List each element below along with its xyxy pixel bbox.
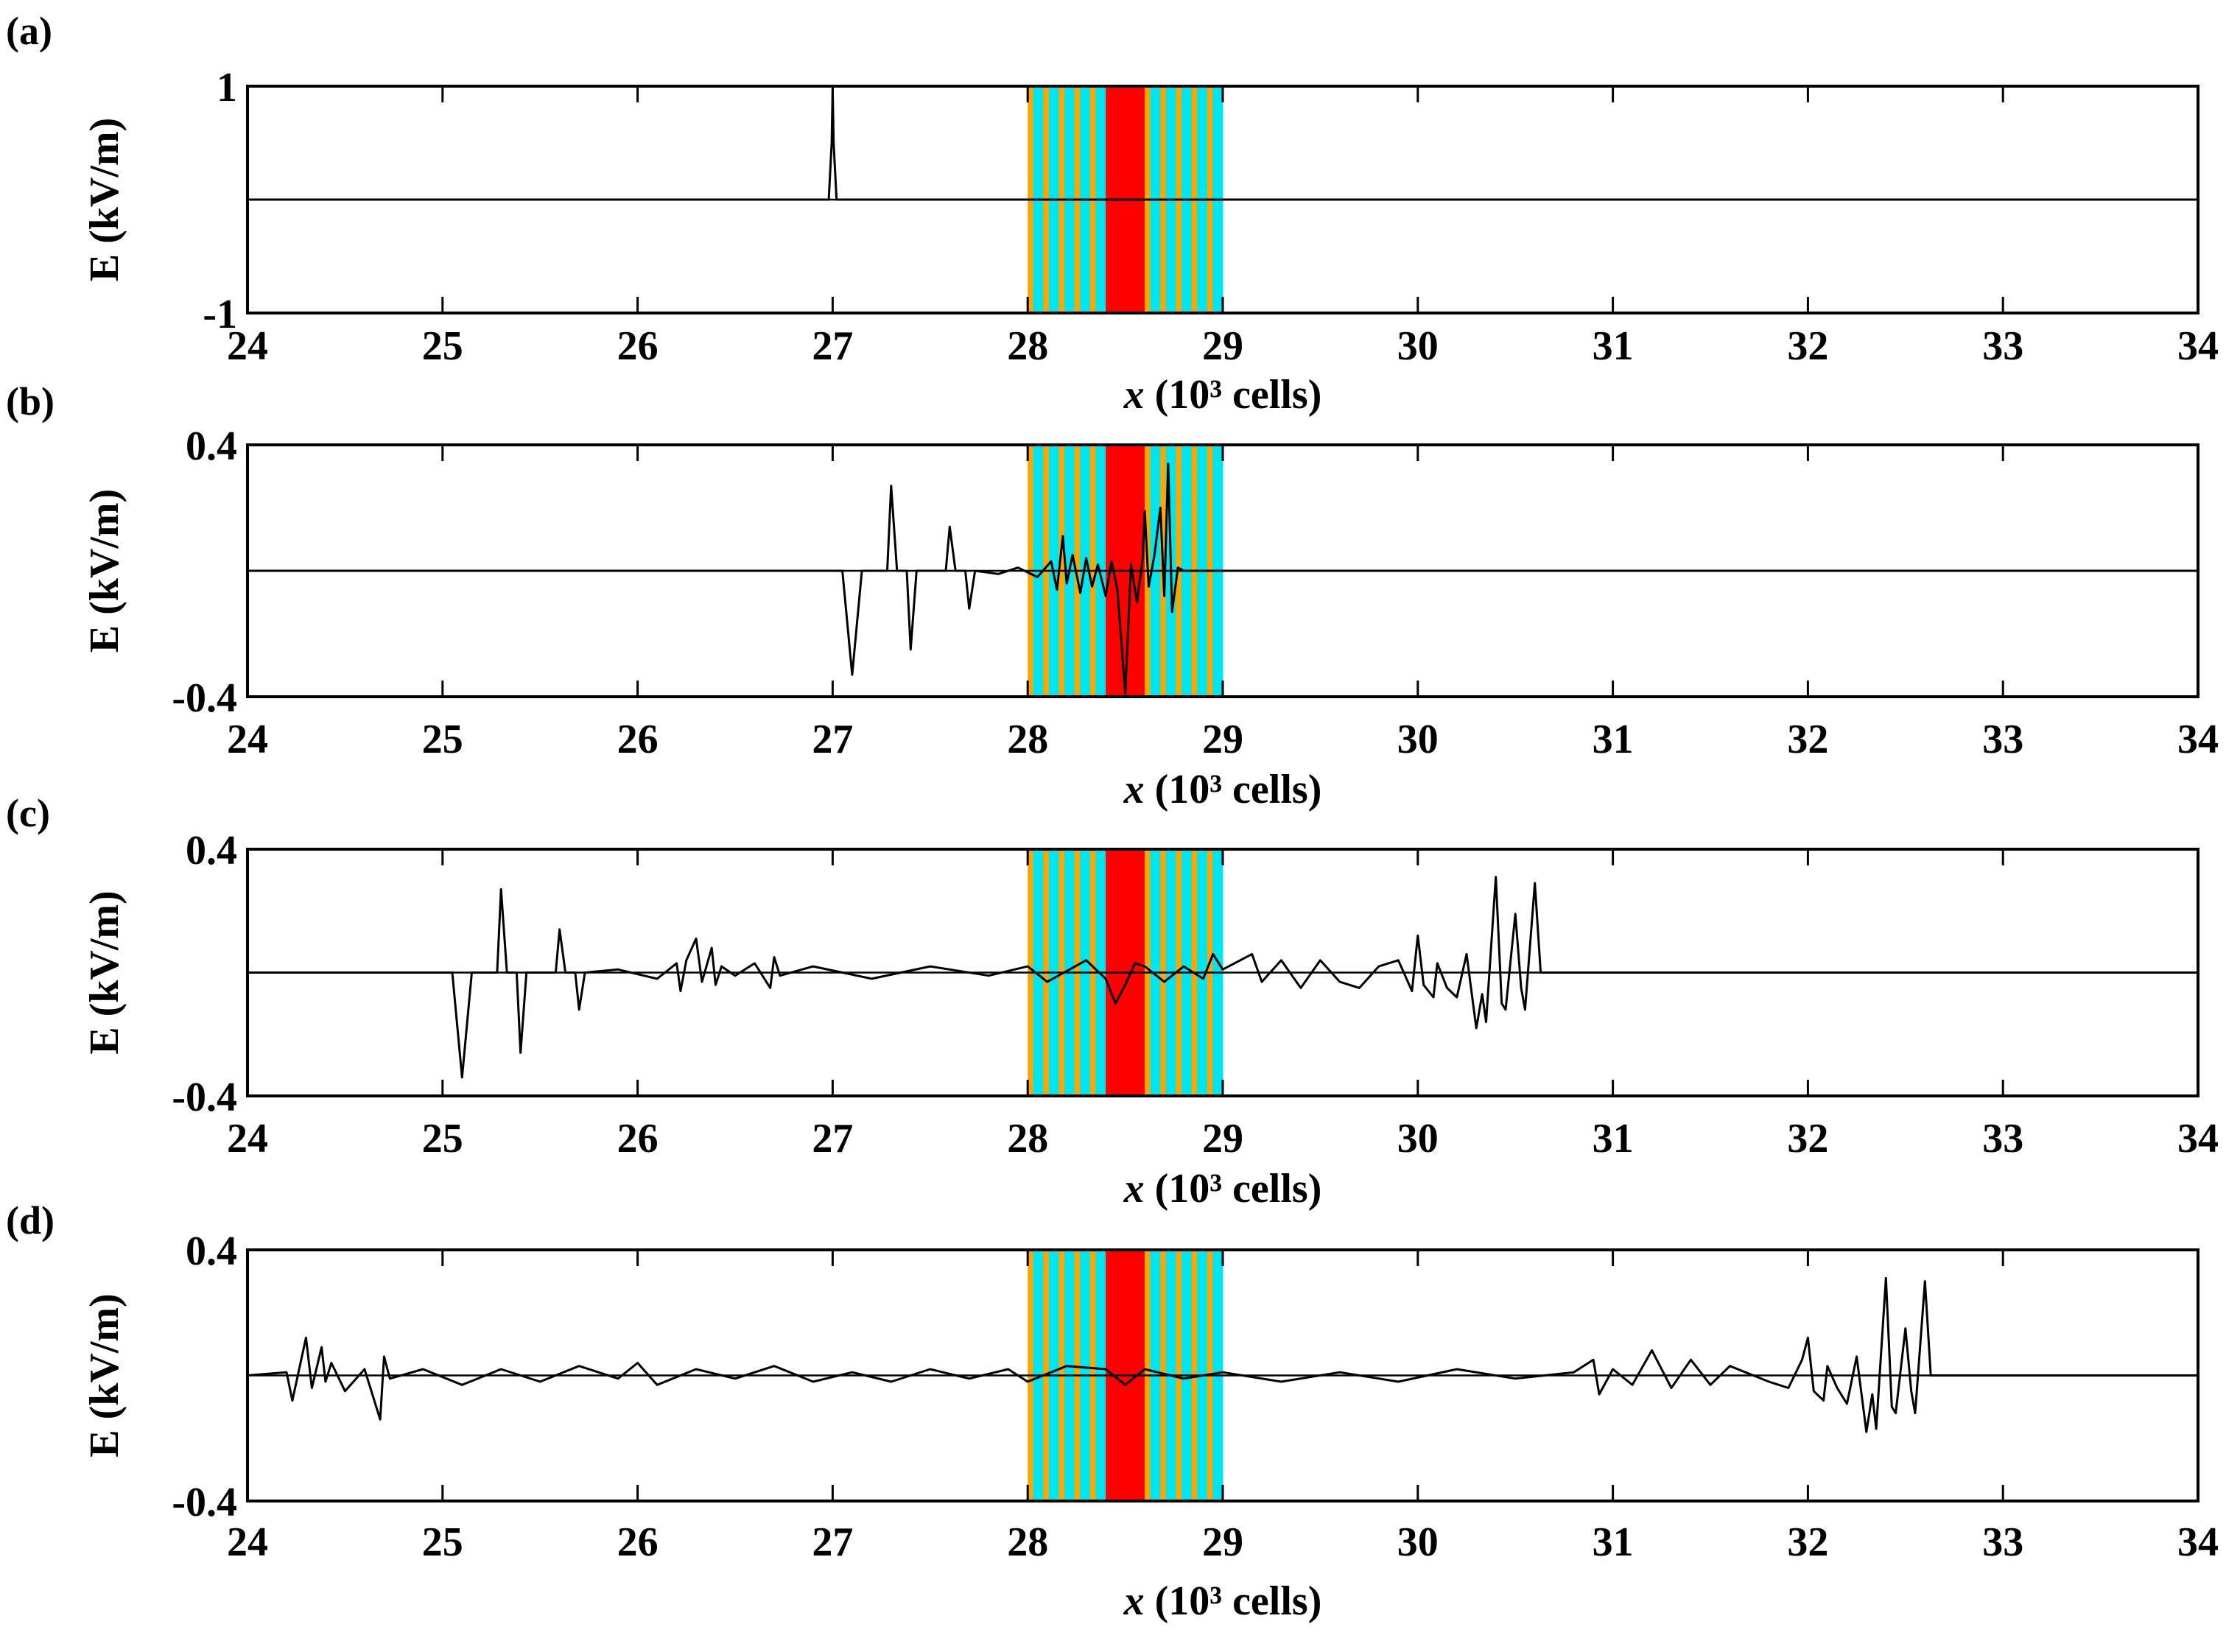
x-tick-label: 32 [1787, 1519, 1828, 1565]
x-tick-label: 33 [1982, 323, 2023, 369]
x-tick-label: 25 [422, 323, 463, 369]
x-tick-label: 32 [1787, 1116, 1828, 1161]
y-tick-label: -0.4 [172, 675, 237, 721]
x-tick-label: 30 [1397, 717, 1439, 762]
x-tick-label: 24 [227, 717, 268, 762]
x-tick-label: 29 [1202, 323, 1243, 369]
x-tick-label: 30 [1397, 1519, 1439, 1565]
x-axis-label: x (10³ cells) [1123, 767, 1322, 812]
x-tick-label: 29 [1202, 1116, 1243, 1161]
x-tick-label: 27 [812, 717, 853, 762]
x-tick-label: 34 [2177, 717, 2219, 762]
series-line [247, 876, 2198, 1079]
y-axis-label: E (kV/m) [82, 489, 127, 653]
x-axis-label: x (10³ cells) [1123, 372, 1322, 418]
x-tick-label: 24 [227, 1116, 268, 1161]
series-line [247, 463, 2198, 695]
x-tick-label: 26 [617, 1116, 659, 1161]
x-tick-label: 25 [422, 1116, 463, 1161]
x-tick-label: 27 [812, 1519, 853, 1565]
x-tick-label: 24 [227, 1519, 268, 1565]
x-tick-label: 31 [1593, 323, 1634, 369]
x-tick-label: 26 [617, 323, 659, 369]
x-tick-label: 25 [422, 1519, 463, 1565]
x-tick-label: 32 [1787, 717, 1828, 762]
x-tick-label: 25 [422, 717, 463, 762]
x-tick-label: 34 [2177, 1116, 2219, 1161]
chart-panel-d: 24 25 26 27 28 29 30 31 32 33 34 0.4 -0.4 E (kV/m) x (… [6, 1198, 2219, 1624]
chart-panel-a: 24 25 26 27 28 29 30 31 32 33 34 1 -1 E (kV/m) x (10³ … [6, 9, 2219, 418]
chart-panel-b: 24 25 26 27 28 29 30 31 32 33 34 0.4 -0.4 E (kV/m) x (… [6, 379, 2219, 812]
x-tick-label: 26 [617, 1519, 659, 1565]
panel-label: (d) [6, 1198, 55, 1242]
x-tick-label: 34 [2177, 1519, 2219, 1565]
x-tick-label: 28 [1007, 717, 1048, 762]
y-tick-label: 1 [217, 65, 237, 110]
x-tick-label: 28 [1007, 1519, 1048, 1565]
x-tick-label: 30 [1397, 1116, 1439, 1161]
x-tick-label: 33 [1982, 1116, 2023, 1161]
y-axis-label: E (kV/m) [82, 1293, 127, 1457]
x-tick-label: 26 [617, 717, 659, 762]
x-axis-label: x (10³ cells) [1123, 1578, 1322, 1624]
y-tick-label: 0.4 [186, 1229, 237, 1274]
y-tick-label: -1 [203, 292, 237, 337]
x-tick-label: 29 [1202, 1519, 1243, 1565]
x-tick-label: 28 [1007, 1116, 1048, 1161]
x-tick-label: 33 [1982, 717, 2023, 762]
y-tick-label: 0.4 [186, 423, 237, 469]
x-tick-label: 27 [812, 1116, 853, 1161]
x-tick-label: 33 [1982, 1519, 2023, 1565]
series-line [247, 1276, 2198, 1433]
panel-label: (c) [6, 791, 50, 835]
y-tick-label: -0.4 [172, 1480, 237, 1525]
panel-label: (b) [6, 379, 55, 423]
x-tick-label: 32 [1787, 323, 1828, 369]
x-tick-label: 31 [1593, 717, 1634, 762]
x-tick-label: 31 [1593, 1116, 1634, 1161]
chart-panel-c: 24 25 26 27 28 29 30 31 32 33 34 0.4 -0.4 E (kV/m) x (… [6, 791, 2219, 1212]
y-tick-label: -0.4 [172, 1075, 237, 1120]
y-axis-label: E (kV/m) [82, 890, 127, 1054]
x-tick-label: 31 [1593, 1519, 1634, 1565]
y-axis-label: E (kV/m) [82, 118, 127, 281]
x-tick-label: 28 [1007, 323, 1048, 369]
x-tick-label: 34 [2177, 323, 2219, 369]
x-tick-label: 24 [227, 323, 268, 369]
panel-label: (a) [6, 9, 52, 53]
x-axis-label: x (10³ cells) [1123, 1166, 1322, 1212]
y-tick-label: 0.4 [186, 828, 237, 874]
x-tick-label: 29 [1202, 717, 1243, 762]
x-tick-label: 30 [1397, 323, 1439, 369]
x-tick-label: 27 [812, 323, 853, 369]
